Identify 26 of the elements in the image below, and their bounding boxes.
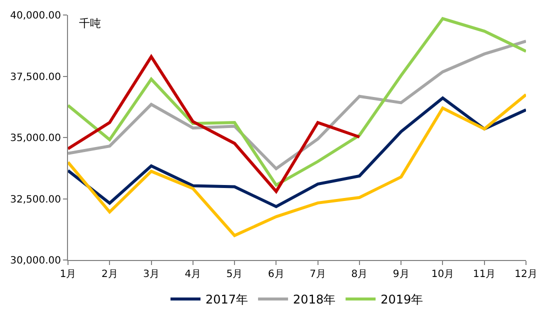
y-tick-label: 35,000.00 bbox=[10, 133, 61, 144]
x-tick-label: 7月 bbox=[310, 269, 326, 280]
y-tick-label: 30,000.00 bbox=[10, 256, 61, 266]
x-tick-label: 5月 bbox=[226, 269, 243, 280]
legend-label: 2019年 bbox=[380, 292, 424, 307]
x-tick-label: 6月 bbox=[268, 269, 284, 280]
line-series bbox=[68, 55, 361, 193]
y-tick-label: 37,500.00 bbox=[10, 72, 61, 83]
x-tick-label: 8月 bbox=[351, 269, 368, 280]
x-tick-label: 11月 bbox=[472, 269, 496, 280]
legend-label: 2018年 bbox=[293, 292, 336, 307]
line-series bbox=[68, 40, 526, 170]
line-series bbox=[68, 93, 526, 237]
x-tick-label: 1月 bbox=[60, 269, 76, 280]
x-tick-label: 4月 bbox=[184, 269, 202, 280]
y-axis-title: 千吨 bbox=[79, 17, 101, 30]
legend-label: 2017年 bbox=[206, 292, 248, 307]
x-tick-label: 12月 bbox=[514, 269, 538, 280]
y-tick-label: 40,000.00 bbox=[10, 10, 61, 22]
line-series bbox=[68, 96, 526, 208]
x-tick-label: 9月 bbox=[392, 269, 410, 280]
x-tick-label: 3月 bbox=[143, 269, 160, 280]
y-tick-label: 32,500.00 bbox=[10, 194, 61, 206]
line-series bbox=[68, 17, 526, 187]
x-tick-label: 2月 bbox=[101, 269, 118, 280]
x-tick-label: 10月 bbox=[431, 269, 454, 280]
